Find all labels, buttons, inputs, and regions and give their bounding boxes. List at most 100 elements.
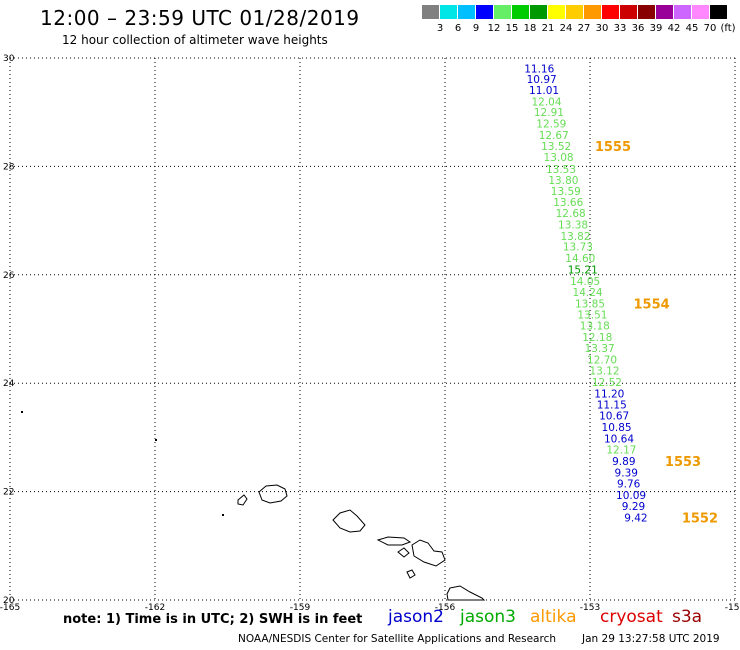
color-scale-label: 6 <box>454 23 462 34</box>
color-scale-label: 36 <box>631 23 645 34</box>
wave-height-value: 9.39 <box>615 468 638 480</box>
wave-height-value: 13.53 <box>546 164 576 176</box>
wave-height-value: 11.15 <box>597 399 627 411</box>
lanai-island <box>397 547 410 558</box>
wave-height-value: 13.52 <box>541 141 571 153</box>
wave-height-value: 12.17 <box>606 444 636 456</box>
wave-height-value: 14.60 <box>565 253 595 265</box>
color-scale-swatch <box>494 5 511 19</box>
latitude-tick-label: 30 <box>3 54 15 64</box>
wave-height-value: 15.21 <box>568 264 598 276</box>
pass-time-label: 1555 <box>595 140 631 155</box>
wave-height-value: 10.67 <box>599 411 629 423</box>
color-scale-swatch <box>530 5 547 19</box>
wave-height-value: 11.20 <box>594 388 624 400</box>
pass-time-label: 1553 <box>665 455 701 470</box>
wave-height-value: 10.64 <box>604 433 634 445</box>
islet-marker <box>155 439 157 441</box>
wave-height-value: 13.80 <box>548 175 578 187</box>
longitude-tick-label: -162 <box>145 603 165 613</box>
color-scale-label: 18 <box>523 23 537 34</box>
color-scale-label: 70 <box>703 23 717 34</box>
color-scale-swatch <box>584 5 601 19</box>
color-scale-label: 33 <box>613 23 627 34</box>
color-scale-label: 12 <box>487 23 501 34</box>
units-note: note: 1) Time is in UTC; 2) SWH is in fe… <box>63 612 363 627</box>
wave-height-value: 12.59 <box>536 119 566 131</box>
wave-height-value: 13.59 <box>551 186 581 198</box>
latitude-tick-label: 26 <box>3 271 15 281</box>
wave-height-value: 14.24 <box>573 287 603 299</box>
kauai-island <box>258 484 288 504</box>
latitude-tick-label: 24 <box>3 379 15 389</box>
color-scale-label: 21 <box>541 23 555 34</box>
wave-height-value: 13.82 <box>560 231 590 243</box>
latitude-tick-label: 20 <box>3 596 15 606</box>
wave-height-value: 12.52 <box>592 377 622 389</box>
wave-height-value: 13.66 <box>553 197 583 209</box>
wave-height-value: 12.67 <box>539 130 569 142</box>
wave-height-value: 13.85 <box>575 299 605 311</box>
wave-height-value: 9.89 <box>612 456 635 468</box>
color-scale-label: 39 <box>649 23 663 34</box>
wave-height-value: 13.73 <box>563 242 593 254</box>
color-scale-label: 42 <box>667 23 681 34</box>
color-scale-swatch <box>566 5 583 19</box>
color-scale-label: 30 <box>595 23 609 34</box>
pass-time-label: 1552 <box>682 512 718 527</box>
pass-time-label: 1554 <box>634 298 670 313</box>
islet-marker <box>222 514 224 516</box>
color-scale-swatch <box>710 5 727 19</box>
kahoolawe-island <box>406 569 416 579</box>
color-scale-swatch <box>638 5 655 19</box>
wave-height-value: 9.76 <box>617 478 641 490</box>
wave-height-value: 13.18 <box>580 321 610 333</box>
wave-height-value: 12.91 <box>534 107 564 119</box>
wave-height-value: 13.51 <box>577 309 607 321</box>
longitude-tick-label: -159 <box>290 603 311 613</box>
wave-height-value: 11.16 <box>524 63 554 75</box>
color-scale-label: 24 <box>559 23 573 34</box>
color-scale-swatch <box>656 5 673 19</box>
color-scale-label: 15 <box>505 23 519 34</box>
generated-timestamp: Jan 29 13:27:58 UTC 2019 <box>582 633 720 645</box>
wave-height-value: 14.05 <box>570 276 600 288</box>
legend-entry-s3a: s3a <box>672 607 703 627</box>
hawaii-big-island <box>446 585 486 601</box>
maui-island <box>411 539 446 567</box>
latitude-tick-label: 28 <box>3 162 15 172</box>
legend-entry-cryosat: cryosat <box>600 607 663 627</box>
wave-height-value: 11.01 <box>529 85 559 97</box>
color-scale-label: 45 <box>685 23 699 34</box>
map-subtitle: 12 hour collection of altimeter wave hei… <box>62 33 328 47</box>
color-scale-swatch <box>602 5 619 19</box>
color-scale-swatch <box>476 5 493 19</box>
color-scale-swatch <box>674 5 691 19</box>
legend-entry-altika: altika <box>530 607 577 627</box>
legend-entry-jason2: jason2 <box>388 607 444 627</box>
color-scale-label: 9 <box>472 23 480 34</box>
credit-footer: NOAA/NESDIS Center for Satellite Applica… <box>238 633 556 645</box>
wave-height-value: 13.37 <box>585 343 615 355</box>
color-scale-label: 27 <box>577 23 591 34</box>
wave-height-value: 13.08 <box>544 152 574 164</box>
color-scale-unit: (ft) <box>720 23 736 34</box>
wave-height-value: 10.85 <box>602 422 632 434</box>
niihau-island <box>237 494 248 506</box>
longitude-tick-label: -153 <box>580 603 600 613</box>
color-scale-swatch <box>422 5 439 19</box>
longitude-tick-label: -165 <box>0 603 20 613</box>
wave-height-value: 9.42 <box>624 513 647 525</box>
color-scale-swatch <box>458 5 475 19</box>
latitude-tick-label: 22 <box>3 488 14 498</box>
color-scale-swatch <box>440 5 457 19</box>
longitude-tick-label: -150 <box>725 603 740 613</box>
oahu-island <box>332 509 366 533</box>
map-title: 12:00 – 23:59 UTC 01/28/2019 <box>40 6 360 30</box>
longitude-tick-label: -156 <box>435 603 456 613</box>
color-scale-swatch <box>512 5 529 19</box>
color-scale-swatch <box>692 5 709 19</box>
molokai-island <box>376 536 412 546</box>
wave-height-value: 12.68 <box>556 208 586 220</box>
